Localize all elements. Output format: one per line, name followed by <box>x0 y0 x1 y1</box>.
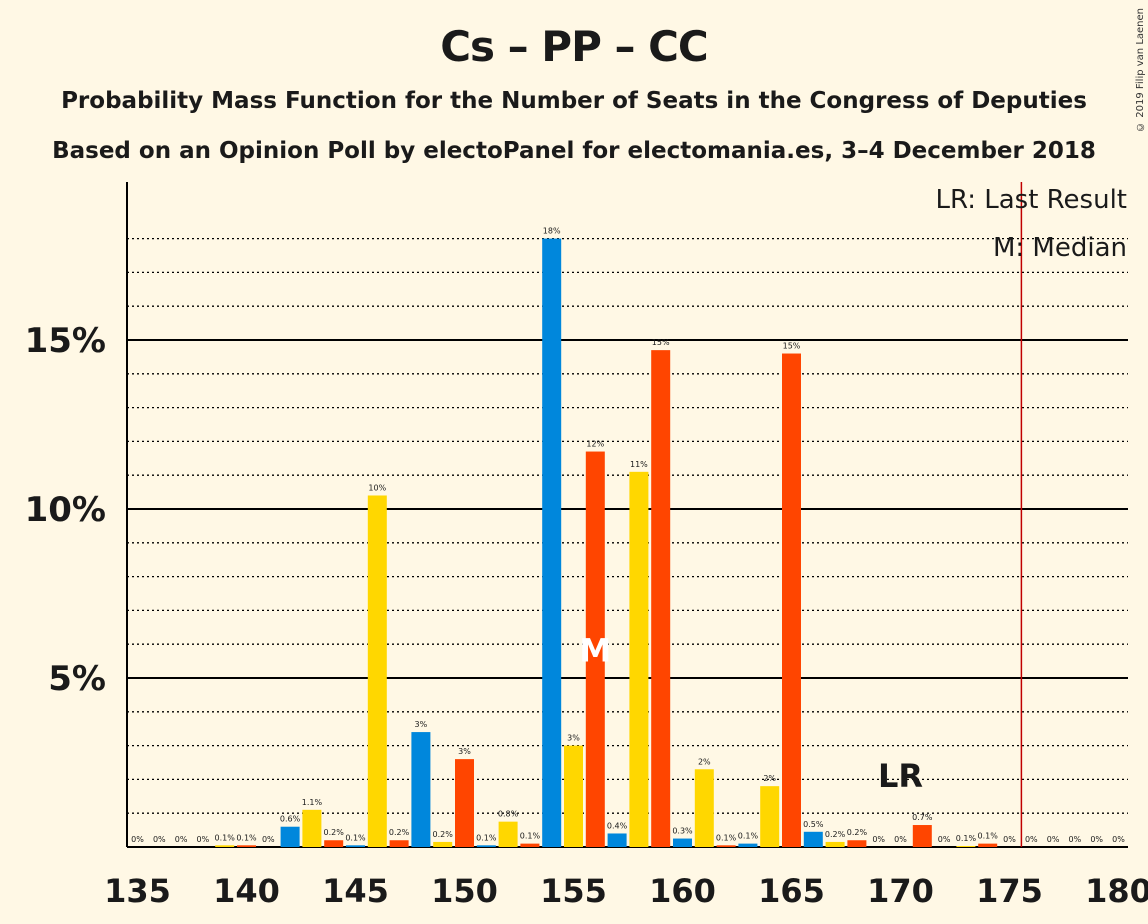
bar-seat-162 <box>716 845 736 847</box>
bar-seat-150 <box>455 759 474 847</box>
data-label-seat-138: 0% <box>197 835 210 844</box>
bar-seat-168 <box>847 840 867 847</box>
chart-subtitle: Probability Mass Function for the Number… <box>61 88 1087 114</box>
y-tick-label: 5% <box>48 659 106 699</box>
bar-seat-161 <box>694 769 714 847</box>
bar-seat-165 <box>782 353 801 847</box>
data-label-seat-169: 0% <box>872 835 885 844</box>
x-tick-label: 155 <box>540 872 607 910</box>
data-label-seat-159: 15% <box>652 338 670 347</box>
data-label-seat-158: 11% <box>630 460 648 469</box>
data-label-seat-155: 3% <box>567 734 580 743</box>
data-label-seat-171: 0.7% <box>912 813 933 822</box>
data-label-seat-153: 0.1% <box>520 832 541 841</box>
bar-seat-166 <box>803 831 823 847</box>
bar-seat-164 <box>760 786 780 847</box>
data-label-seat-135: 0% <box>131 835 144 844</box>
chart-source-line: Based on an Opinion Poll by electoPanel … <box>52 138 1096 164</box>
bar-seat-151 <box>476 845 496 847</box>
bar-seat-174 <box>978 843 998 847</box>
x-tick-label: 180 <box>1085 872 1148 910</box>
bar-seat-155 <box>564 745 583 847</box>
legend-last-result: LR: Last Result <box>935 185 1127 215</box>
data-label-seat-144: 0.2% <box>324 828 345 837</box>
x-tick-label: 150 <box>431 872 498 910</box>
data-label-seat-143: 1.1% <box>302 798 323 807</box>
bar-seat-142 <box>280 826 300 847</box>
bar-seat-160 <box>673 838 692 847</box>
data-label-seat-165: 15% <box>783 342 801 351</box>
data-label-seat-148: 3% <box>415 720 428 729</box>
data-label-seat-160: 0.3% <box>672 827 693 836</box>
data-label-seat-137: 0% <box>175 835 188 844</box>
x-tick-label: 170 <box>867 872 934 910</box>
data-label-seat-179: 0% <box>1090 835 1103 844</box>
data-label-seat-163: 0.1% <box>738 832 759 841</box>
legend-median: M: Median <box>993 233 1127 263</box>
bar-seat-171 <box>912 825 932 847</box>
bar-seat-152 <box>498 821 518 847</box>
x-tick-label: 135 <box>104 872 171 910</box>
bar-seat-158 <box>629 471 649 847</box>
data-label-seat-141: 0% <box>262 835 275 844</box>
last-result-marker: LR <box>878 757 923 795</box>
data-label-seat-167: 0.2% <box>825 830 846 839</box>
x-tick-label: 160 <box>649 872 716 910</box>
x-tick-label: 140 <box>213 872 280 910</box>
data-label-seat-168: 0.2% <box>847 828 868 837</box>
data-label-seat-150: 3% <box>458 747 471 756</box>
chart-title: Cs – PP – CC <box>440 22 709 71</box>
bar-seat-173 <box>956 845 976 847</box>
data-label-seat-170: 0% <box>894 835 907 844</box>
bar-seat-156 <box>585 451 605 847</box>
data-label-seat-166: 0.5% <box>803 820 824 829</box>
data-label-seat-151: 0.1% <box>476 833 497 842</box>
y-tick-label: 10% <box>25 490 106 530</box>
y-tick-label: 15% <box>25 321 106 361</box>
bar-seat-149 <box>433 841 453 847</box>
bar-seat-159 <box>651 350 671 847</box>
data-label-seat-164: 2% <box>763 774 776 783</box>
data-label-seat-139: 0.1% <box>215 833 236 842</box>
bar-seat-143 <box>302 809 322 847</box>
data-label-seat-142: 0.6% <box>280 815 301 824</box>
data-label-seat-157: 0.4% <box>607 821 628 830</box>
data-label-seat-176: 0% <box>1025 835 1038 844</box>
bar-seat-157 <box>607 833 627 847</box>
data-label-seat-156: 12% <box>586 440 604 449</box>
bar-seat-145 <box>346 845 365 847</box>
data-label-seat-172: 0% <box>938 835 951 844</box>
bar-seat-146 <box>367 495 387 847</box>
data-label-seat-178: 0% <box>1069 835 1082 844</box>
x-tick-label: 165 <box>758 872 825 910</box>
x-tick-label: 145 <box>322 872 389 910</box>
median-marker: M <box>579 631 611 669</box>
data-label-seat-177: 0% <box>1047 835 1060 844</box>
bar-seat-140 <box>237 845 256 847</box>
data-label-seat-136: 0% <box>153 835 166 844</box>
data-label-seat-180: 0% <box>1112 835 1125 844</box>
data-label-seat-175: 0% <box>1003 835 1016 844</box>
data-label-seat-140: 0.1% <box>236 833 257 842</box>
bar-seat-153 <box>520 843 540 847</box>
data-label-seat-173: 0.1% <box>956 834 977 843</box>
bar-seat-154 <box>542 238 562 848</box>
bar-seat-148 <box>411 732 431 847</box>
data-label-seat-147: 0.2% <box>389 828 410 837</box>
bar-seat-167 <box>825 841 845 847</box>
data-label-seat-162: 0.1% <box>716 833 737 842</box>
bar-seat-139 <box>215 845 235 847</box>
data-label-seat-161: 2% <box>698 757 711 766</box>
data-label-seat-146: 10% <box>368 483 386 492</box>
data-label-seat-152: 0.8% <box>498 810 519 819</box>
data-label-seat-154: 18% <box>543 227 561 236</box>
data-label-seat-145: 0.1% <box>345 833 366 842</box>
bar-seat-147 <box>389 840 409 847</box>
x-tick-label: 175 <box>976 872 1043 910</box>
data-label-seat-149: 0.2% <box>433 830 454 839</box>
bar-seat-144 <box>324 840 344 847</box>
data-label-seat-174: 0.1% <box>978 832 999 841</box>
bar-seat-163 <box>738 843 758 847</box>
